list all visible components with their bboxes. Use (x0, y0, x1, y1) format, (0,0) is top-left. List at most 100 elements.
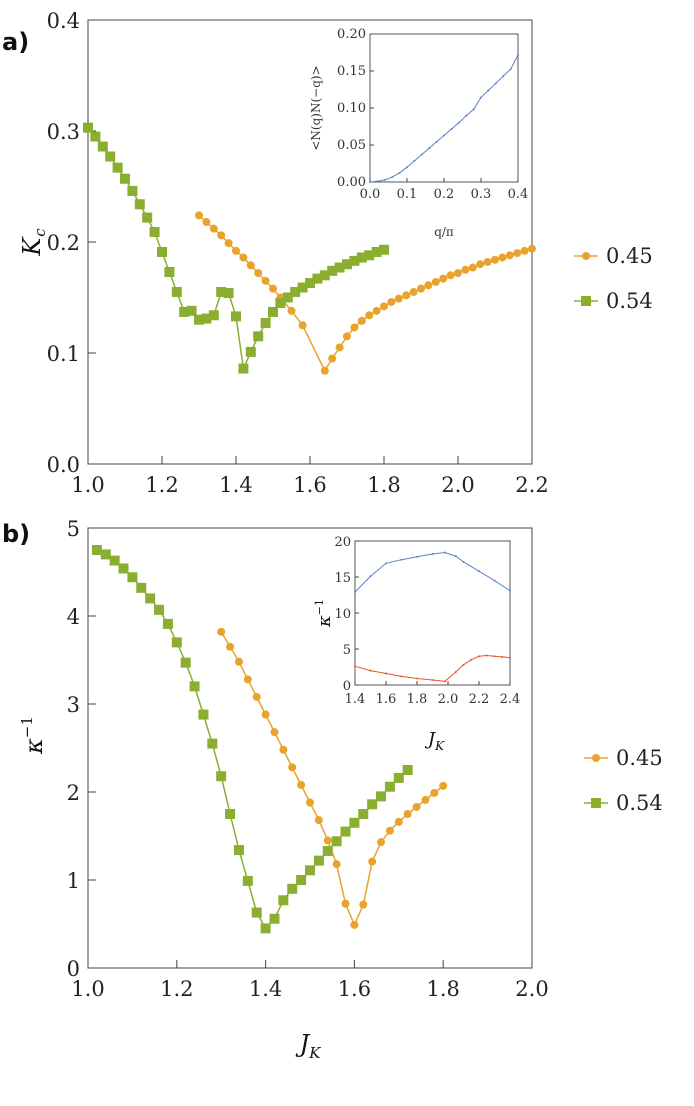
data-point (306, 798, 314, 807)
x-tick-label: 1.4 (249, 977, 282, 1001)
data-point (403, 810, 412, 818)
data-point (476, 260, 485, 269)
x-tick-label: 1.8 (407, 692, 428, 707)
data-point (194, 314, 204, 325)
data-point (312, 273, 323, 284)
x-tick-label: 0.1 (397, 187, 418, 202)
legend-marker (581, 296, 591, 306)
x-tick-label: 0.4 (508, 187, 529, 202)
data-point (323, 836, 332, 845)
data-point (261, 276, 270, 285)
data-point (380, 302, 388, 311)
y-tick-label: 1 (67, 869, 80, 893)
data-point (217, 231, 226, 240)
data-point (202, 218, 211, 227)
data-point (439, 274, 448, 283)
data-point (385, 672, 387, 675)
y-tick-label: 15 (334, 571, 351, 586)
panel-a-ylabel: Kc (18, 228, 49, 257)
y-tick-label: 3 (67, 693, 80, 717)
data-point (209, 224, 218, 233)
data-point (400, 675, 403, 678)
y-tick-label: 0.1 (47, 342, 80, 366)
data-point (225, 809, 236, 819)
data-point (465, 114, 468, 117)
data-point (179, 306, 190, 317)
data-point (233, 845, 244, 856)
data-point (145, 593, 156, 604)
data-point (461, 265, 470, 274)
panel-a-series (83, 122, 536, 375)
x-tick-label: 0.2 (434, 187, 455, 202)
data-point (252, 692, 261, 701)
data-point (402, 765, 413, 775)
data-point (298, 321, 307, 330)
inset-b-series (354, 551, 511, 683)
data-point (238, 363, 249, 374)
legend-marker (582, 252, 590, 260)
panel-label-b: b) (2, 520, 30, 548)
data-point (270, 728, 279, 737)
data-point (354, 591, 356, 594)
data-point (269, 913, 280, 924)
x-tick-label: 2.2 (515, 473, 548, 497)
data-point (320, 366, 329, 375)
x-tick-label: 2.0 (438, 692, 459, 707)
data-point (171, 286, 182, 297)
legend-a: 0.45 0.54 (574, 244, 653, 313)
y-tick-label: 0 (67, 957, 80, 981)
data-point (328, 354, 337, 363)
data-point (480, 96, 482, 99)
data-point (334, 262, 345, 273)
data-point (189, 681, 200, 692)
legend-label: 0.45 (616, 746, 663, 770)
data-point (288, 763, 297, 772)
x-tick-label: 2.2 (469, 692, 490, 707)
inset-a-ticks: 0.0 0.1 0.2 0.3 0.4 0.00 0.05 0.10 0.15 0.20 (337, 27, 528, 202)
data-point (443, 134, 445, 137)
data-point (269, 284, 277, 293)
x-tick-label: 1.0 (71, 473, 104, 497)
data-point (201, 313, 212, 324)
data-point (412, 802, 421, 811)
data-point (483, 257, 492, 266)
data-point (468, 263, 477, 272)
data-point (331, 836, 342, 847)
y-tick-label: 0.3 (47, 120, 80, 144)
data-point (90, 131, 101, 142)
x-tick-label: 1.6 (293, 473, 326, 497)
y-tick-label: 0 (343, 679, 351, 694)
data-point (420, 153, 423, 156)
data-point (120, 173, 130, 184)
data-point (402, 291, 411, 300)
data-point (409, 287, 418, 296)
data-point (430, 788, 439, 797)
data-point (243, 675, 252, 684)
data-point (406, 166, 408, 169)
data-point (275, 298, 286, 309)
data-point (431, 552, 434, 555)
data-point (391, 176, 394, 179)
data-point (385, 562, 387, 565)
inset-b-xlabel: JK (424, 729, 445, 753)
data-point (359, 900, 368, 909)
data-point (313, 855, 324, 866)
data-point (260, 318, 271, 329)
data-point (454, 671, 457, 674)
data-point (462, 663, 465, 666)
data-point (246, 261, 255, 270)
data-point (268, 306, 278, 317)
data-point (502, 75, 505, 78)
data-point (224, 239, 233, 248)
data-point (505, 251, 514, 260)
legend-marker (592, 754, 600, 762)
data-point (472, 108, 475, 111)
data-point (369, 181, 371, 183)
data-point (478, 655, 480, 658)
data-point (383, 178, 386, 181)
data-point (216, 286, 227, 297)
data-point (83, 122, 93, 133)
data-point (498, 253, 507, 262)
data-point (195, 211, 203, 220)
inset-a-ylabel: <N(q)N(−q)> (309, 65, 323, 150)
